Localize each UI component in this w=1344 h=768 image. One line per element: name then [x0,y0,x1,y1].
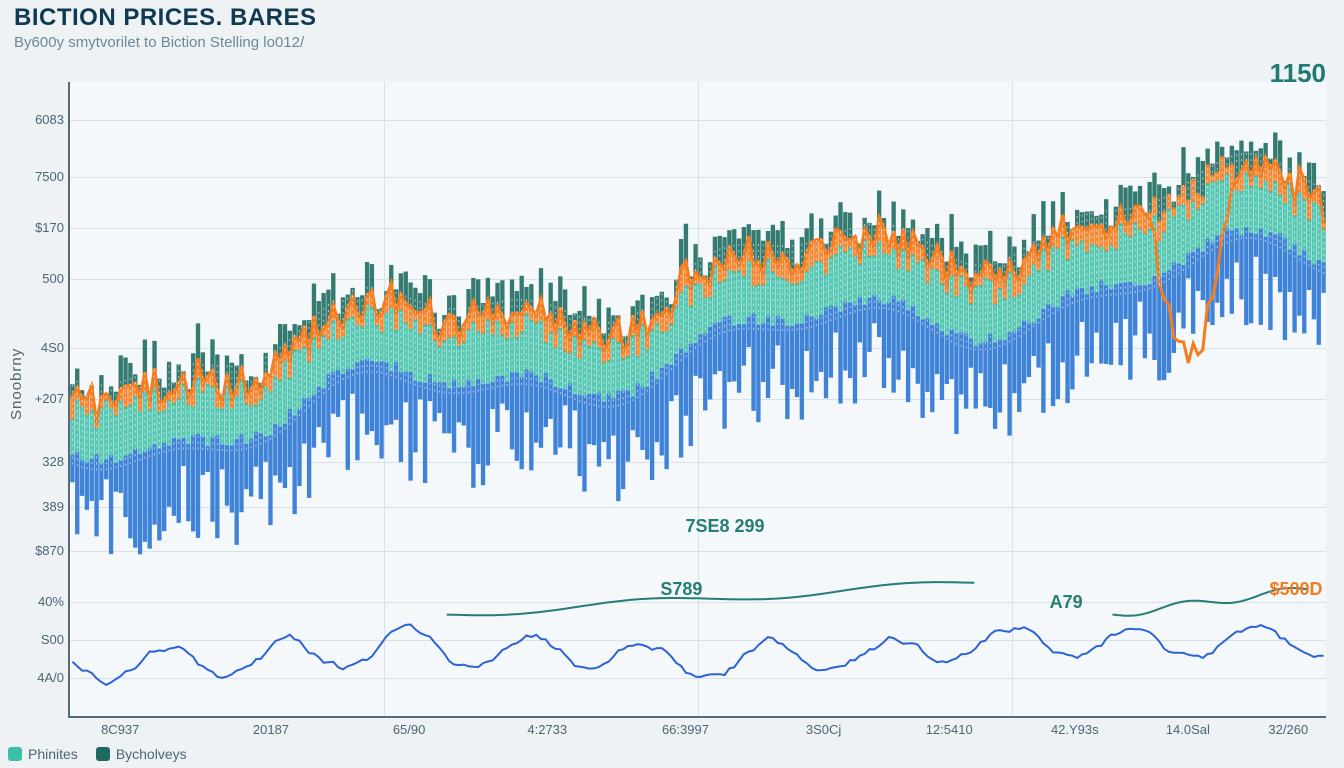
y-tick-label: 4S0 [22,340,64,355]
x-tick-label: 8C937 [90,722,150,737]
series-lower-blue-line [72,625,1323,685]
y-tick-label: 40% [22,594,64,609]
y-tick-label: $870 [22,543,64,558]
chart-annotation: $500D [1269,579,1322,600]
x-tick-label: 14.0Sal [1158,722,1218,737]
x-tick-label: 4:2733 [517,722,577,737]
legend-item: Bycholveys [96,746,187,762]
y-tick-label: 328 [22,454,64,469]
chart-subtitle: By600y smytvorilet to Biction Stelling l… [14,34,317,51]
y-tick-label: S00 [22,632,64,647]
x-tick-label: 42.Y93s [1045,722,1105,737]
chart-header: BICTION PRICES. BARES By600y smytvorilet… [14,4,317,51]
series-lower-teal-line [447,582,975,615]
x-tick-label: 3S0Cj [794,722,854,737]
chart-area: 60837500$1705004S0+207328389$87040%S004A… [68,82,1326,718]
chart-annotation: A79 [1050,592,1083,613]
legend-swatch [8,747,22,761]
y-tick-label: 7500 [22,169,64,184]
y-tick-label: 500 [22,271,64,286]
y-tick-label: 6083 [22,112,64,127]
chart-svg [70,82,1326,716]
legend-label: Bycholveys [116,746,187,762]
y-tick-label: 4A/0 [22,670,64,685]
chart-legend: Phinites Bycholveys [8,746,187,762]
chart-annotation: S789 [660,579,702,600]
chart-annotation: 7SE8 299 [685,516,764,537]
legend-swatch [96,747,110,761]
legend-item: Phinites [8,746,78,762]
price-bars [70,132,1326,554]
x-tick-label: 66:3997 [655,722,715,737]
y-tick-label: 389 [22,499,64,514]
y-tick-label: +207 [22,391,64,406]
x-tick-label: 12:5410 [919,722,979,737]
legend-label: Phinites [28,746,78,762]
x-tick-label: 65/90 [379,722,439,737]
chart-title: BICTION PRICES. BARES [14,4,317,32]
y-tick-label: $170 [22,220,64,235]
x-tick-label: 20187 [241,722,301,737]
y-axis-label: Snoobrny [8,348,25,420]
x-tick-label: 32/260 [1258,722,1318,737]
